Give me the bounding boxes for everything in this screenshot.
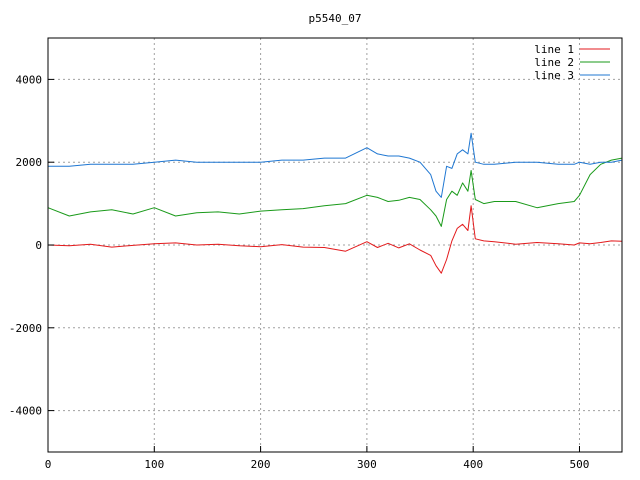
x-tick-label: 200: [251, 458, 271, 471]
series-line-1: [48, 206, 622, 274]
series-line-3: [48, 133, 622, 197]
x-axis-ticks: 0 100 200 300 400 500: [45, 446, 590, 471]
series-line-2: [48, 158, 622, 226]
x-tick-label: 400: [463, 458, 483, 471]
chart-title: p5540_07: [309, 12, 362, 25]
legend-label-3: line 3: [534, 69, 574, 82]
x-tick-label: 0: [45, 458, 52, 471]
legend-label-2: line 2: [534, 56, 574, 69]
x-tick-label: 500: [570, 458, 590, 471]
x-tick-label: 300: [357, 458, 377, 471]
series-lines: [48, 133, 622, 273]
legend-label-1: line 1: [534, 43, 574, 56]
y-tick-label: -4000: [9, 405, 42, 418]
y-tick-label: 2000: [16, 156, 43, 169]
y-tick-label: -2000: [9, 322, 42, 335]
x-tick-label: 100: [144, 458, 164, 471]
y-tick-label: 4000: [16, 73, 43, 86]
y-tick-label: 0: [35, 239, 42, 252]
y-axis-ticks: -4000 -2000 0 2000 4000: [9, 73, 54, 417]
